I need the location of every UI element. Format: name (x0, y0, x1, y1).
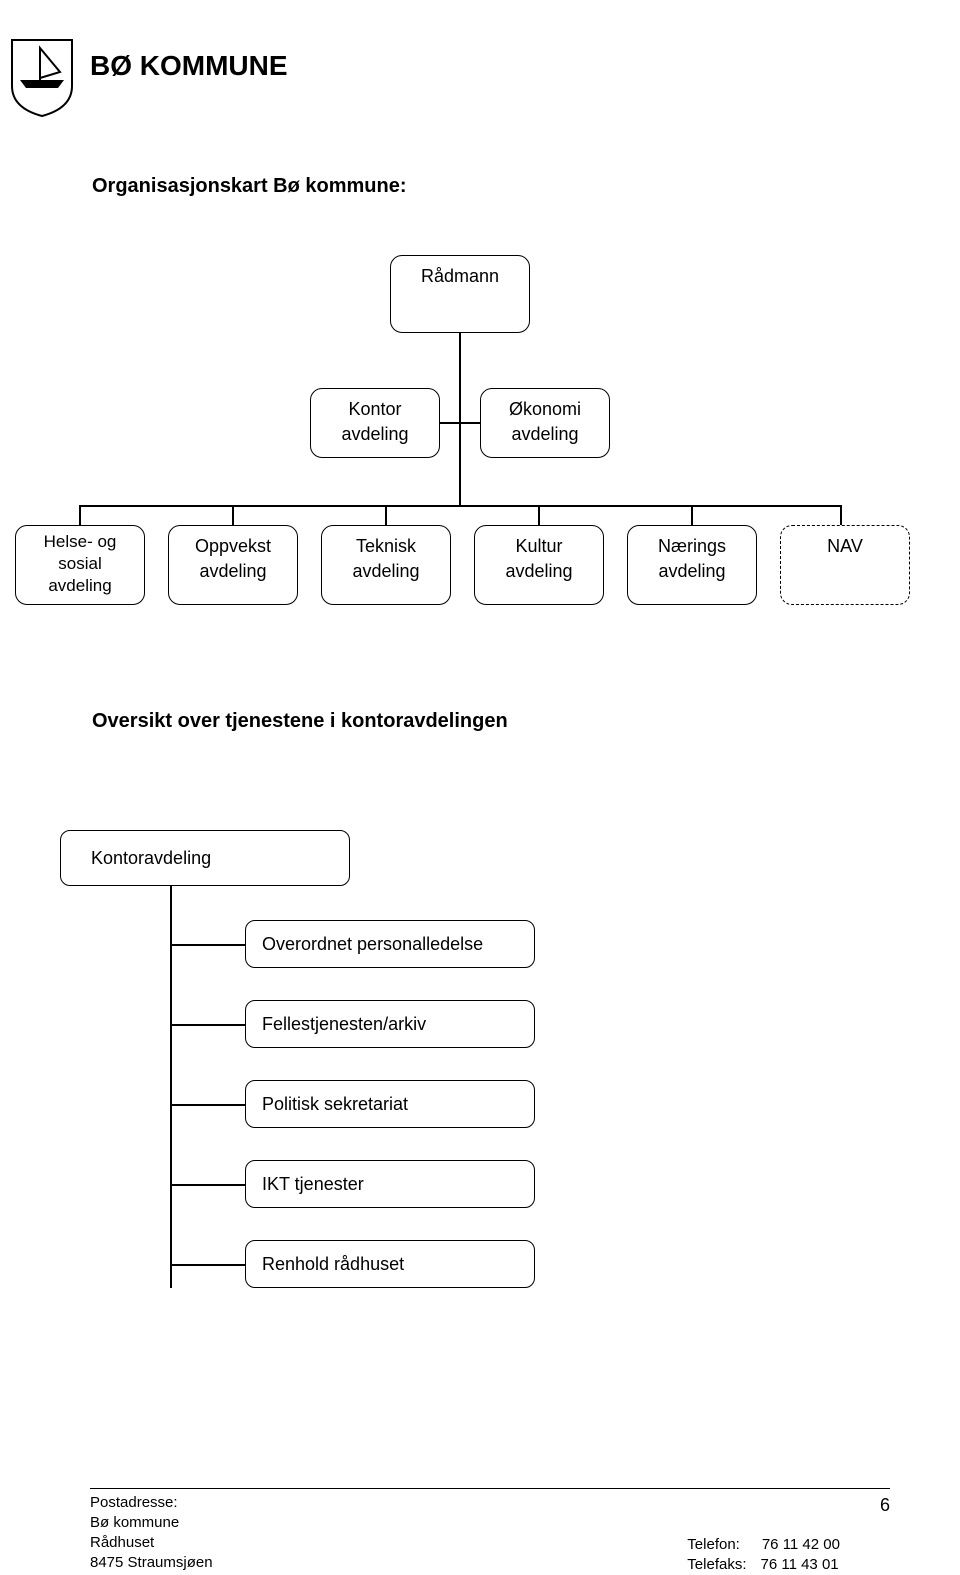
connector (170, 1286, 172, 1288)
footer-phone-label: Telefon: (687, 1535, 740, 1555)
org-node-line1: Teknisk (356, 536, 416, 557)
services-root: Kontoravdeling (60, 830, 350, 886)
services-item-label: Renhold rådhuset (262, 1254, 404, 1275)
org-node-line1: Kontor (348, 399, 401, 420)
connector (170, 1184, 245, 1186)
municipal-logo (10, 38, 74, 118)
org-node-line2: avdeling (511, 424, 578, 445)
page: BØ KOMMUNE Organisasjonskart Bø kommune:… (0, 0, 960, 1575)
services-item-label: Politisk sekretariat (262, 1094, 408, 1115)
footer-line: Bø kommune (90, 1513, 213, 1533)
services-item-label: Fellestjenesten/arkiv (262, 1014, 426, 1035)
connector (170, 886, 172, 1288)
footer-divider (90, 1488, 890, 1489)
connector (170, 944, 245, 946)
connector (840, 505, 842, 525)
org-node-line2: avdeling (341, 424, 408, 445)
org-node-oppvekst: Oppvekst avdeling (168, 525, 298, 605)
connector (385, 505, 387, 525)
org-node-line1: NAV (827, 536, 863, 557)
connector (232, 505, 234, 525)
services-item-label: Overordnet personalledelse (262, 934, 483, 955)
org-node-helse: Helse- og sosial avdeling (15, 525, 145, 605)
org-node-line2: avdeling (658, 561, 725, 582)
services-item: Renhold rådhuset (245, 1240, 535, 1288)
connector (459, 388, 461, 505)
org-node-naerings: Nærings avdeling (627, 525, 757, 605)
services-title: Oversikt over tjenestene i kontoravdelin… (92, 710, 508, 733)
connector (170, 1104, 245, 1106)
org-node-line1: Nærings (658, 536, 726, 557)
org-node-kontor: Kontor avdeling (310, 388, 440, 458)
footer-line: Rådhuset (90, 1533, 213, 1553)
org-node-line1: Helse- og (44, 532, 117, 552)
footer-fax: 76 11 43 01 (761, 1555, 839, 1575)
org-node-okonomi: Økonomi avdeling (480, 388, 610, 458)
org-node-line2: sosial (58, 554, 101, 574)
org-node-line2: avdeling (505, 561, 572, 582)
org-node-line1: Økonomi (509, 399, 581, 420)
page-number: 6 (880, 1493, 890, 1517)
footer-contact: Telefon: 76 11 42 00 Telefaks: 76 11 43 … (687, 1535, 840, 1575)
org-node-kultur: Kultur avdeling (474, 525, 604, 605)
page-title: BØ KOMMUNE (90, 50, 288, 82)
org-node-line2: avdeling (199, 561, 266, 582)
services-item: IKT tjenester (245, 1160, 535, 1208)
services-item-label: IKT tjenester (262, 1174, 364, 1195)
services-item: Overordnet personalledelse (245, 920, 535, 968)
footer-line: 8475 Straumsjøen (90, 1553, 213, 1573)
connector (538, 505, 540, 525)
services-item: Fellestjenesten/arkiv (245, 1000, 535, 1048)
org-node-root: Rådmann (390, 255, 530, 333)
footer-phone: 76 11 42 00 (762, 1535, 840, 1555)
org-node-teknisk: Teknisk avdeling (321, 525, 451, 605)
connector (170, 1264, 245, 1266)
footer: Postadresse: Bø kommune Rådhuset 8475 St… (90, 1488, 890, 1575)
connector (440, 422, 460, 424)
connector (80, 505, 840, 507)
connector (460, 422, 480, 424)
footer-left: Postadresse: Bø kommune Rådhuset 8475 St… (90, 1493, 213, 1575)
connector (79, 505, 81, 525)
connector (459, 333, 461, 388)
org-chart-title: Organisasjonskart Bø kommune: (92, 175, 407, 198)
connector (691, 505, 693, 525)
footer-fax-label: Telefaks: (687, 1555, 746, 1575)
services-item: Politisk sekretariat (245, 1080, 535, 1128)
services-root-label: Kontoravdeling (91, 848, 211, 869)
org-node-label: Rådmann (421, 266, 499, 287)
org-node-line3: avdeling (48, 576, 111, 596)
org-node-line1: Kultur (515, 536, 562, 557)
org-node-nav: NAV (780, 525, 910, 605)
footer-postadresse-label: Postadresse: (90, 1493, 213, 1513)
connector (170, 1024, 245, 1026)
org-node-line2: avdeling (352, 561, 419, 582)
org-node-line1: Oppvekst (195, 536, 271, 557)
